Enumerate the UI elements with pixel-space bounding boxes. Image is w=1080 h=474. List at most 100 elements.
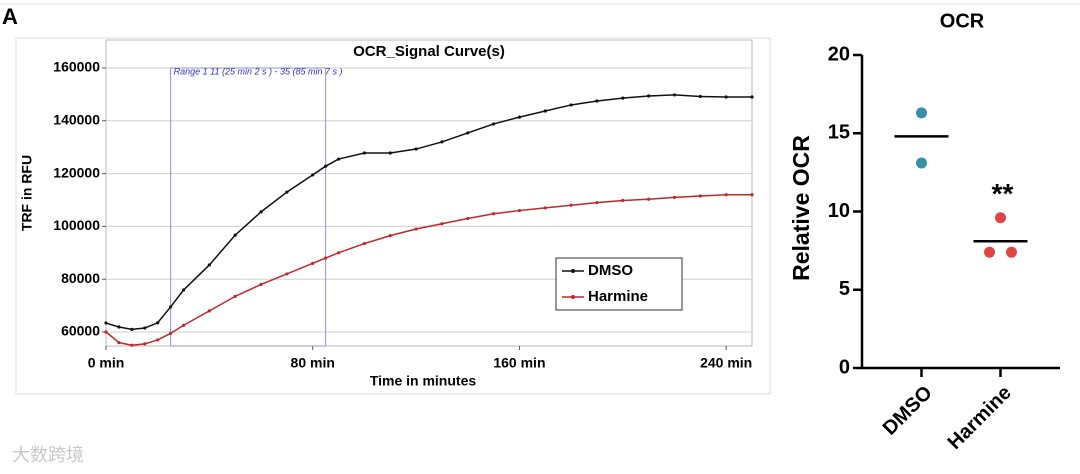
point	[466, 216, 470, 221]
point	[492, 212, 496, 216]
point	[336, 251, 341, 255]
chart-title: OCR_Signal Curve(s)	[353, 43, 505, 60]
y-tick-label: 120000	[53, 164, 100, 180]
legend-swatch-dot	[571, 269, 575, 273]
series-line	[105, 94, 752, 331]
point	[750, 193, 754, 197]
y-tick-label: 80000	[61, 270, 100, 286]
significance-label: **	[992, 178, 1014, 209]
point	[181, 288, 186, 292]
y-tick-label: 15	[828, 122, 850, 144]
point	[233, 294, 237, 298]
y-tick-label: 10	[828, 200, 850, 222]
point	[259, 210, 263, 214]
point	[440, 222, 444, 226]
x-axis-label: Time in minutes	[370, 373, 477, 389]
point	[569, 203, 573, 207]
point	[750, 95, 754, 99]
y-tick-label: 60000	[61, 323, 100, 339]
point	[259, 282, 263, 287]
point	[362, 241, 366, 246]
point	[311, 261, 315, 265]
x-tick-label: DMSO	[879, 382, 937, 440]
legend-label: Harmine	[588, 288, 648, 305]
point	[324, 164, 328, 168]
data-point	[984, 246, 995, 258]
point	[104, 330, 108, 334]
point	[207, 263, 211, 267]
point	[104, 321, 108, 325]
range-label: Range 1 11 (25 min 2 s ) - 35 (85 min 7 …	[174, 66, 343, 76]
point	[388, 234, 392, 238]
x-tick-label: 80 min	[291, 355, 335, 371]
point	[388, 151, 392, 155]
point	[143, 326, 147, 330]
point	[143, 342, 147, 346]
legend-box	[555, 257, 683, 311]
point	[595, 99, 599, 103]
point	[543, 206, 547, 210]
point	[156, 321, 160, 325]
point	[647, 197, 651, 201]
point	[311, 173, 315, 177]
point	[672, 195, 677, 199]
point	[130, 343, 134, 347]
point	[492, 122, 496, 126]
y-tick-label: 20	[828, 43, 850, 65]
y-tick-label: 5	[839, 278, 850, 300]
point	[440, 140, 444, 144]
point	[569, 103, 573, 107]
point	[169, 305, 173, 309]
point	[207, 309, 211, 313]
y-tick-label: 160000	[53, 59, 100, 75]
point	[414, 227, 418, 231]
x-tick-label: 160 min	[493, 355, 545, 371]
point	[543, 109, 547, 113]
point	[672, 93, 677, 97]
point	[285, 190, 289, 194]
point	[285, 272, 289, 276]
panel-label: A	[2, 4, 18, 29]
y-tick-label: 100000	[53, 217, 100, 233]
point	[698, 194, 702, 198]
point	[647, 94, 651, 98]
point	[181, 323, 186, 328]
data-point	[1006, 246, 1017, 258]
data-point	[916, 107, 927, 119]
series-line	[105, 193, 752, 346]
point	[117, 340, 121, 345]
point	[517, 208, 522, 213]
point	[156, 338, 160, 342]
y-axis-label: Relative OCR	[788, 135, 814, 281]
point	[336, 157, 341, 161]
legend-label: DMSO	[588, 262, 633, 279]
point	[130, 327, 134, 331]
y-tick-label: 140000	[53, 111, 100, 127]
point	[621, 96, 625, 100]
x-tick-label: Harmine	[944, 382, 1016, 454]
point	[169, 331, 173, 335]
point	[414, 147, 418, 151]
point	[621, 198, 625, 203]
point	[466, 131, 470, 135]
y-axis-label: TRF in RFU	[19, 155, 35, 231]
watermark: 大数跨境	[12, 445, 84, 465]
point	[517, 115, 522, 119]
point	[362, 151, 366, 155]
point	[698, 94, 702, 99]
point	[724, 95, 728, 99]
point	[324, 256, 328, 260]
chart-title: OCR	[940, 10, 985, 32]
point	[724, 193, 728, 197]
x-tick-label: 240 min	[700, 355, 752, 371]
x-tick-label: 0 min	[88, 355, 125, 371]
data-point	[916, 157, 927, 169]
range-box	[170, 67, 327, 347]
y-tick-label: 0	[839, 356, 850, 378]
point	[595, 201, 599, 205]
chart-frame	[15, 37, 771, 395]
data-point	[995, 212, 1006, 224]
point	[233, 233, 237, 237]
